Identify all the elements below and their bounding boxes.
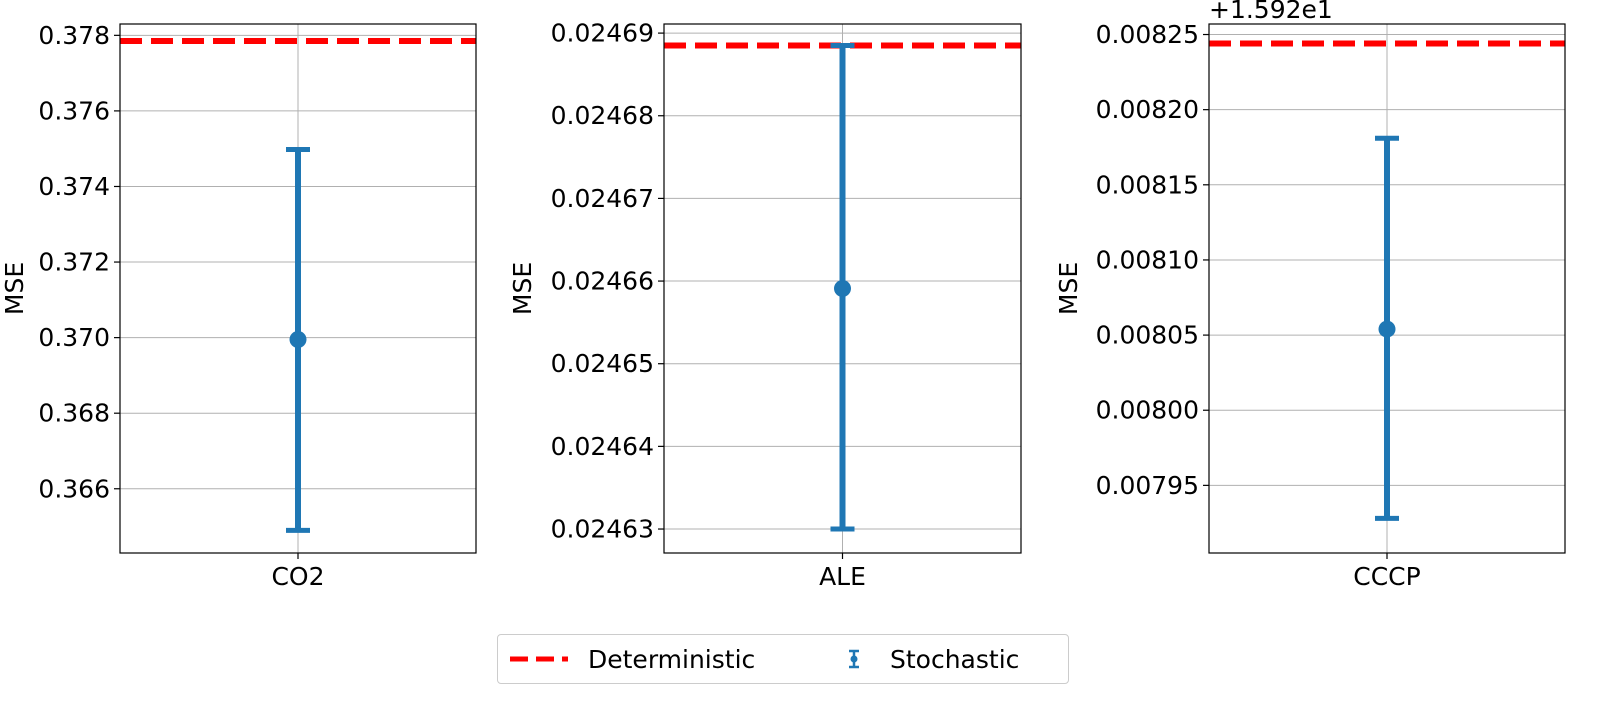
y-tick-label: 0.02463 [551, 515, 654, 544]
y-tick-label: 0.00815 [1096, 170, 1199, 199]
legend-label-deterministic: Deterministic [588, 644, 756, 674]
y-tick-label: 0.02468 [551, 101, 654, 130]
legend-item-stochastic: Stochastic [836, 635, 1019, 683]
y-tick-label: 0.00795 [1096, 471, 1199, 500]
y-offset-label: +1.592e1 [1209, 0, 1333, 24]
y-tick-label: 0.372 [38, 248, 110, 277]
y-tick-label: 0.02469 [551, 19, 654, 48]
y-tick-label: 0.02467 [551, 184, 654, 213]
y-tick-label: 0.00805 [1096, 321, 1199, 350]
mean-point [1378, 320, 1396, 338]
y-tick-label: 0.378 [38, 21, 110, 50]
y-axis-label: MSE [1054, 262, 1083, 315]
panel-cccp: 0.00795 0.00800 0.00805 0.00810 0.00815 0.008… [1054, 0, 1566, 591]
legend-dashed-line-icon [510, 656, 568, 662]
y-tick-label: 0.370 [38, 323, 110, 352]
y-tick-label: 0.02464 [551, 432, 654, 461]
legend-errorbar-icon [849, 649, 859, 669]
y-tick-label: 0.366 [38, 474, 110, 503]
x-tick-label: CCCP [1353, 562, 1420, 591]
y-tick-label: 0.02466 [551, 267, 654, 296]
y-tick-label: 0.00800 [1096, 396, 1199, 425]
legend-item-deterministic: Deterministic [508, 635, 755, 683]
y-tick-label: 0.368 [38, 399, 110, 428]
legend-label-stochastic: Stochastic [890, 644, 1020, 674]
y-tick-label: 0.374 [38, 172, 110, 201]
y-tick-label: 0.00820 [1096, 95, 1199, 124]
y-axis-label: MSE [508, 262, 537, 315]
legend: Deterministic Stochastic [497, 634, 1069, 684]
panel-co2: 0.366 0.368 0.370 0.372 0.374 0.376 0.378 CO2 MS… [0, 21, 477, 591]
y-tick-label: 0.00810 [1096, 245, 1199, 274]
y-tick-label: 0.00825 [1096, 20, 1199, 49]
x-tick-label: ALE [819, 562, 866, 591]
x-tick-label: CO2 [271, 562, 324, 591]
panel-ale: 0.02463 0.02464 0.02465 0.02466 0.02467 0.024… [508, 19, 1022, 591]
mean-point [834, 280, 851, 297]
y-tick-label: 0.376 [38, 96, 110, 125]
mean-point [289, 331, 307, 349]
y-tick-label: 0.02465 [551, 349, 654, 378]
y-axis-label: MSE [0, 262, 29, 315]
